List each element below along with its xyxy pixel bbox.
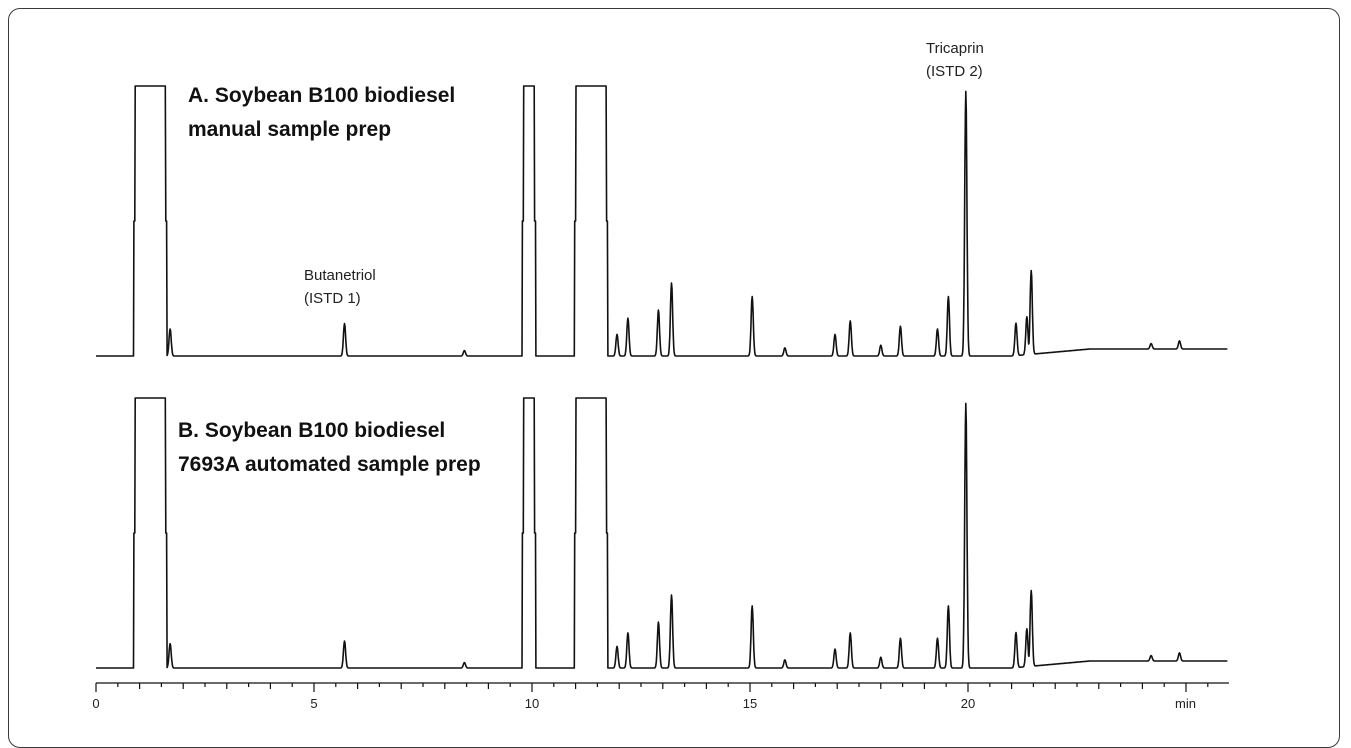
x-axis-unit-label: min [1175,696,1196,711]
trace-b-title-line-1: B. Soybean B100 biodiesel [178,419,445,442]
x-tick-label-5: 5 [310,696,317,711]
x-tick-label-0: 0 [92,696,99,711]
annotation-tricaprin-line-2: (ISTD 2) [926,63,983,80]
trace-b-line [95,397,1228,669]
trace-a-title-line-2: manual sample prep [188,118,391,141]
x-tick-label-10: 10 [525,696,539,711]
x-axis-ticks: 0 5 10 15 20 [92,683,1209,711]
traces-group [95,85,1228,669]
annotation-butanetriol-line-1: Butanetriol [304,267,376,284]
annotation-butanetriol-line-2: (ISTD 1) [304,290,361,307]
annotation-tricaprin-line-1: Tricaprin [926,40,984,57]
x-tick-label-20: 20 [961,696,975,711]
trace-b-title-line-2: 7693A automated sample prep [178,453,481,476]
x-tick-label-15: 15 [743,696,757,711]
chromatogram-chart: A. Soybean B100 biodiesel manual sample … [92,40,1229,711]
trace-a-line [95,85,1228,357]
trace-a-title-line-1: A. Soybean B100 biodiesel [188,84,455,107]
